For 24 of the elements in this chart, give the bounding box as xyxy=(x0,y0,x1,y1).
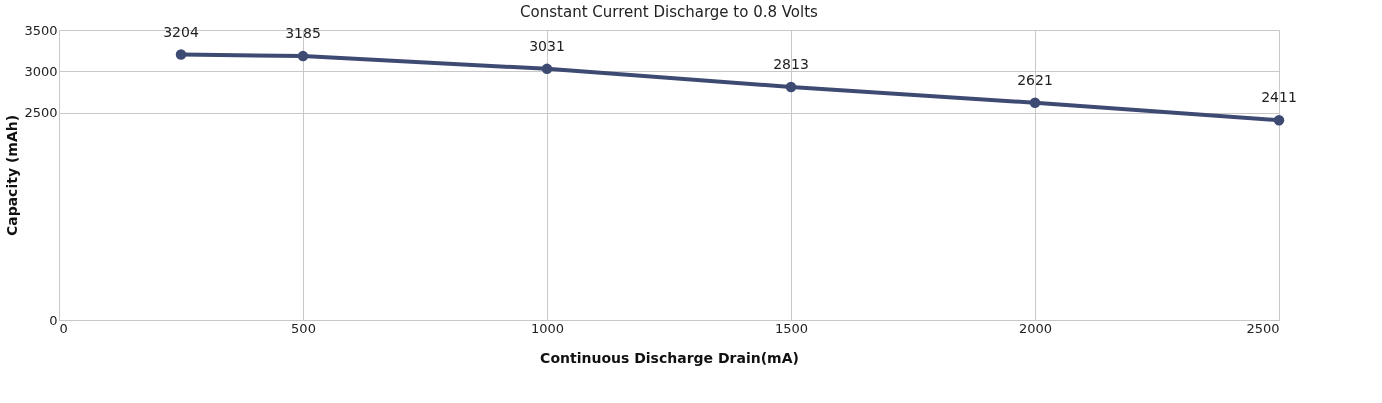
data-label: 2411 xyxy=(1261,89,1297,106)
x-tick-label: 1000 xyxy=(530,320,565,336)
y-tick-label: 3000 xyxy=(24,63,58,79)
x-tick-label: 500 xyxy=(291,320,316,336)
y-tick-label: 2500 xyxy=(24,105,58,121)
data-label: 3185 xyxy=(285,25,321,42)
data-label: 2621 xyxy=(1017,71,1053,88)
data-label: 3031 xyxy=(529,37,565,54)
point xyxy=(297,50,309,62)
x-tick-label: 2000 xyxy=(1018,320,1053,336)
y-axis-title: Capacity (mAh) xyxy=(4,114,21,237)
x-tick-label: 2500 xyxy=(1246,320,1280,336)
data-label: 2813 xyxy=(773,55,809,72)
x-tick-label: 1500 xyxy=(774,320,809,336)
point xyxy=(541,63,553,75)
data-label: 3204 xyxy=(163,23,199,40)
point xyxy=(175,49,187,60)
point xyxy=(1273,115,1285,126)
chart-title: Constant Current Discharge to 0.8 Volts xyxy=(520,3,819,21)
x-axis-title: Continuous Discharge Drain(mA) xyxy=(540,349,799,366)
point xyxy=(1029,97,1041,109)
point xyxy=(785,81,797,93)
x-tick-label: 0 xyxy=(59,320,68,336)
y-tick-label: 3500 xyxy=(24,22,58,38)
